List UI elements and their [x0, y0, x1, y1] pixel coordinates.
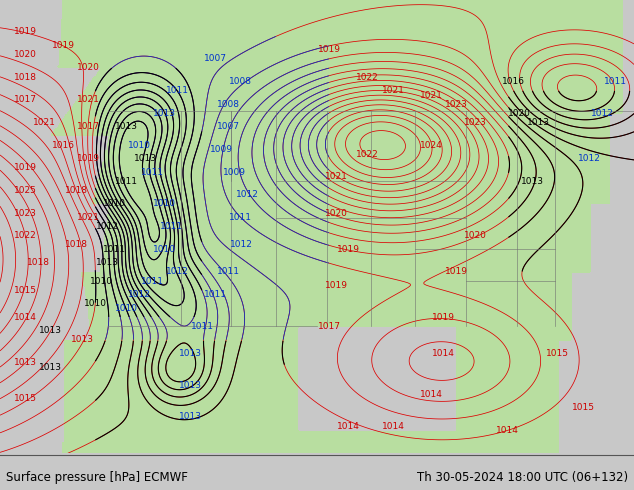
Text: 1014: 1014 — [432, 349, 455, 358]
Text: 1010: 1010 — [128, 141, 151, 149]
Text: 1023: 1023 — [14, 209, 37, 218]
Text: 1019: 1019 — [432, 313, 455, 322]
Text: 1022: 1022 — [14, 231, 37, 240]
Text: 1011: 1011 — [191, 322, 214, 331]
Text: 1008: 1008 — [217, 100, 240, 109]
Text: Th 30-05-2024 18:00 UTC (06+132): Th 30-05-2024 18:00 UTC (06+132) — [417, 470, 628, 484]
Text: 1007: 1007 — [204, 54, 227, 63]
Text: 1013: 1013 — [14, 358, 37, 367]
Text: 1020: 1020 — [464, 231, 487, 240]
Text: 1018: 1018 — [14, 73, 37, 81]
Text: 1013: 1013 — [527, 118, 550, 127]
Text: 1017: 1017 — [14, 95, 37, 104]
Text: 1019: 1019 — [325, 281, 347, 290]
Text: 1022: 1022 — [356, 73, 379, 81]
Text: 1014: 1014 — [382, 421, 404, 431]
Text: 1010: 1010 — [153, 245, 176, 254]
Text: 1016: 1016 — [52, 141, 75, 149]
Text: 1010: 1010 — [90, 276, 113, 286]
Text: 1011: 1011 — [103, 245, 126, 254]
Text: 1020: 1020 — [508, 109, 531, 118]
Text: 1013: 1013 — [39, 363, 62, 371]
Text: 1017: 1017 — [318, 322, 341, 331]
Text: 1020: 1020 — [325, 209, 347, 218]
Text: 1013: 1013 — [153, 109, 176, 118]
Text: 1021: 1021 — [325, 172, 347, 181]
Text: 1013: 1013 — [115, 122, 138, 131]
Text: 1011: 1011 — [166, 86, 189, 95]
Text: 1015: 1015 — [14, 394, 37, 403]
Text: 1023: 1023 — [464, 118, 487, 127]
Text: 1015: 1015 — [14, 286, 37, 294]
Text: 1012: 1012 — [591, 109, 614, 118]
Text: Surface pressure [hPa] ECMWF: Surface pressure [hPa] ECMWF — [6, 470, 188, 484]
Text: 1013: 1013 — [179, 413, 202, 421]
Text: 1012: 1012 — [578, 154, 601, 163]
Text: 1011: 1011 — [230, 213, 252, 222]
Text: 1014: 1014 — [496, 426, 519, 435]
Text: 1014: 1014 — [420, 390, 443, 399]
Text: 1011: 1011 — [204, 290, 227, 299]
Text: 1015: 1015 — [547, 349, 569, 358]
Text: 1009: 1009 — [223, 168, 246, 177]
Text: 1016: 1016 — [502, 77, 525, 86]
Text: 1014: 1014 — [337, 421, 360, 431]
Text: 1013: 1013 — [179, 349, 202, 358]
Text: 1011: 1011 — [604, 77, 626, 86]
Text: 1019: 1019 — [337, 245, 360, 254]
Text: 1023: 1023 — [445, 100, 468, 109]
Text: 1017: 1017 — [77, 122, 100, 131]
Text: 1018: 1018 — [65, 240, 87, 249]
Text: 1011: 1011 — [115, 177, 138, 186]
Text: 1011: 1011 — [141, 168, 164, 177]
Text: 1021: 1021 — [420, 91, 443, 99]
Text: 1018: 1018 — [27, 258, 49, 268]
Text: 1013: 1013 — [39, 326, 62, 335]
Text: 1025: 1025 — [14, 186, 37, 195]
Text: 1010: 1010 — [115, 304, 138, 313]
Text: 1019: 1019 — [445, 268, 468, 276]
Text: 1010: 1010 — [153, 199, 176, 208]
Text: 1013: 1013 — [71, 336, 94, 344]
Text: 1012: 1012 — [230, 240, 252, 249]
Text: 1019: 1019 — [77, 154, 100, 163]
Text: 1021: 1021 — [382, 86, 404, 95]
Text: 1012: 1012 — [128, 290, 151, 299]
Text: 1021: 1021 — [77, 213, 100, 222]
Text: 1015: 1015 — [572, 403, 595, 413]
Text: 1019: 1019 — [318, 46, 341, 54]
Text: 1019: 1019 — [14, 163, 37, 172]
Text: 1022: 1022 — [356, 149, 379, 159]
Text: 1019: 1019 — [14, 27, 37, 36]
Text: 1021: 1021 — [77, 95, 100, 104]
Text: 1011: 1011 — [160, 222, 183, 231]
Text: 1012: 1012 — [96, 222, 119, 231]
Text: 1009: 1009 — [210, 145, 233, 154]
Text: 1013: 1013 — [179, 381, 202, 390]
Text: 1021: 1021 — [33, 118, 56, 127]
Text: 1008: 1008 — [230, 77, 252, 86]
Text: 1013: 1013 — [521, 177, 544, 186]
Text: 1020: 1020 — [77, 64, 100, 73]
Text: 1024: 1024 — [420, 141, 443, 149]
Text: 1012: 1012 — [166, 268, 189, 276]
Text: 1010: 1010 — [103, 199, 126, 208]
Text: 1013: 1013 — [134, 154, 157, 163]
Text: 1011: 1011 — [217, 268, 240, 276]
Text: 1014: 1014 — [14, 313, 37, 322]
Text: 1007: 1007 — [217, 122, 240, 131]
Text: 1011: 1011 — [141, 276, 164, 286]
Text: 1019: 1019 — [52, 41, 75, 50]
Text: 1012: 1012 — [236, 191, 259, 199]
Text: 1020: 1020 — [14, 50, 37, 59]
Text: 1010: 1010 — [84, 299, 107, 308]
Text: 1013: 1013 — [96, 258, 119, 268]
Text: 1018: 1018 — [65, 186, 87, 195]
